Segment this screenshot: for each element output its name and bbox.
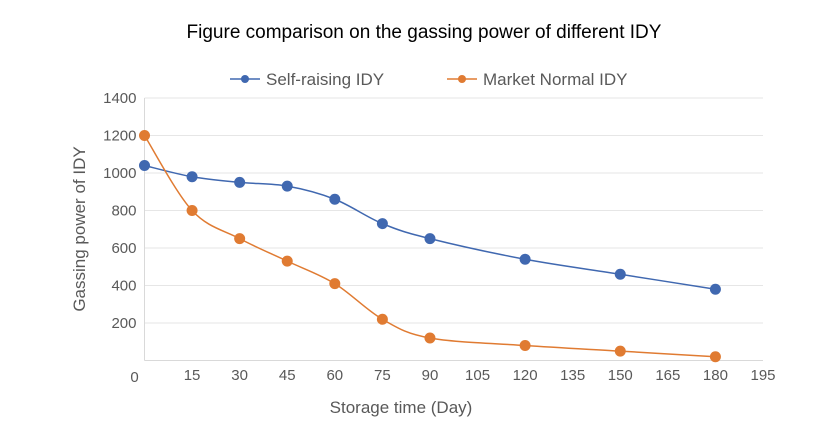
- data-point: [186, 205, 198, 216]
- data-point: [329, 278, 341, 290]
- x-tick-label: 105: [465, 367, 490, 384]
- legend-label: Market Normal IDY: [483, 70, 628, 89]
- x-tick-label: 15: [184, 367, 201, 384]
- y-tick-label: 200: [111, 315, 136, 332]
- data-point: [234, 176, 246, 188]
- data-point: [614, 345, 626, 357]
- gridlines: [144, 97, 763, 324]
- data-point: [281, 255, 293, 267]
- x-tick-label: 75: [374, 367, 391, 384]
- x-tick-label: 135: [560, 367, 585, 384]
- legend-marker: [241, 75, 249, 83]
- y-axis-label: Gassing power of IDY: [70, 146, 89, 311]
- tick-labels: 200 400 600 800 1000 1200 1400 0 15 30 45 60 75 90 105…: [103, 90, 775, 386]
- data-point: [281, 180, 293, 192]
- data-point: [234, 233, 246, 245]
- data-point: [186, 171, 198, 183]
- series-line-0: [144, 164, 716, 290]
- data-point: [424, 233, 436, 245]
- y-tick-label: 800: [111, 203, 136, 220]
- series-line-1: [143, 135, 716, 358]
- x-tick-label: 45: [279, 367, 296, 384]
- data-point: [519, 253, 531, 265]
- y-tick-label: 1400: [103, 90, 136, 107]
- data-point: [614, 268, 626, 280]
- data-point: [329, 193, 341, 205]
- data-point: [709, 351, 721, 363]
- axes: [144, 98, 763, 361]
- x-tick-label: 90: [422, 367, 439, 384]
- legend-label: Self-raising IDY: [266, 70, 384, 89]
- data-point: [139, 130, 150, 141]
- data-point: [139, 160, 150, 171]
- x-tick-label: 180: [703, 367, 728, 384]
- series-group: [139, 130, 721, 363]
- x-axis-label: Storage time (Day): [330, 398, 473, 417]
- y-tick-label: 600: [111, 240, 136, 257]
- y-tick-label: 1200: [103, 128, 136, 145]
- data-point: [709, 283, 721, 295]
- legend-marker: [458, 75, 466, 83]
- y-tick-label: 1000: [103, 165, 136, 182]
- x-tick-label: 30: [231, 367, 248, 384]
- x-tick-label: 150: [608, 367, 633, 384]
- data-point: [424, 332, 436, 344]
- data-point: [519, 340, 531, 351]
- x-tick-label: 195: [750, 367, 775, 384]
- data-point: [376, 218, 388, 230]
- x-tick-label: 60: [326, 367, 343, 384]
- x-tick-label: 0: [130, 369, 138, 386]
- x-tick-label: 120: [513, 367, 538, 384]
- chart-title: Figure comparison on the gassing power o…: [187, 22, 662, 43]
- y-tick-label: 400: [111, 278, 136, 295]
- data-point: [376, 313, 388, 325]
- x-tick-label: 165: [655, 367, 680, 384]
- legend: Self-raising IDY Market Normal IDY: [230, 70, 628, 89]
